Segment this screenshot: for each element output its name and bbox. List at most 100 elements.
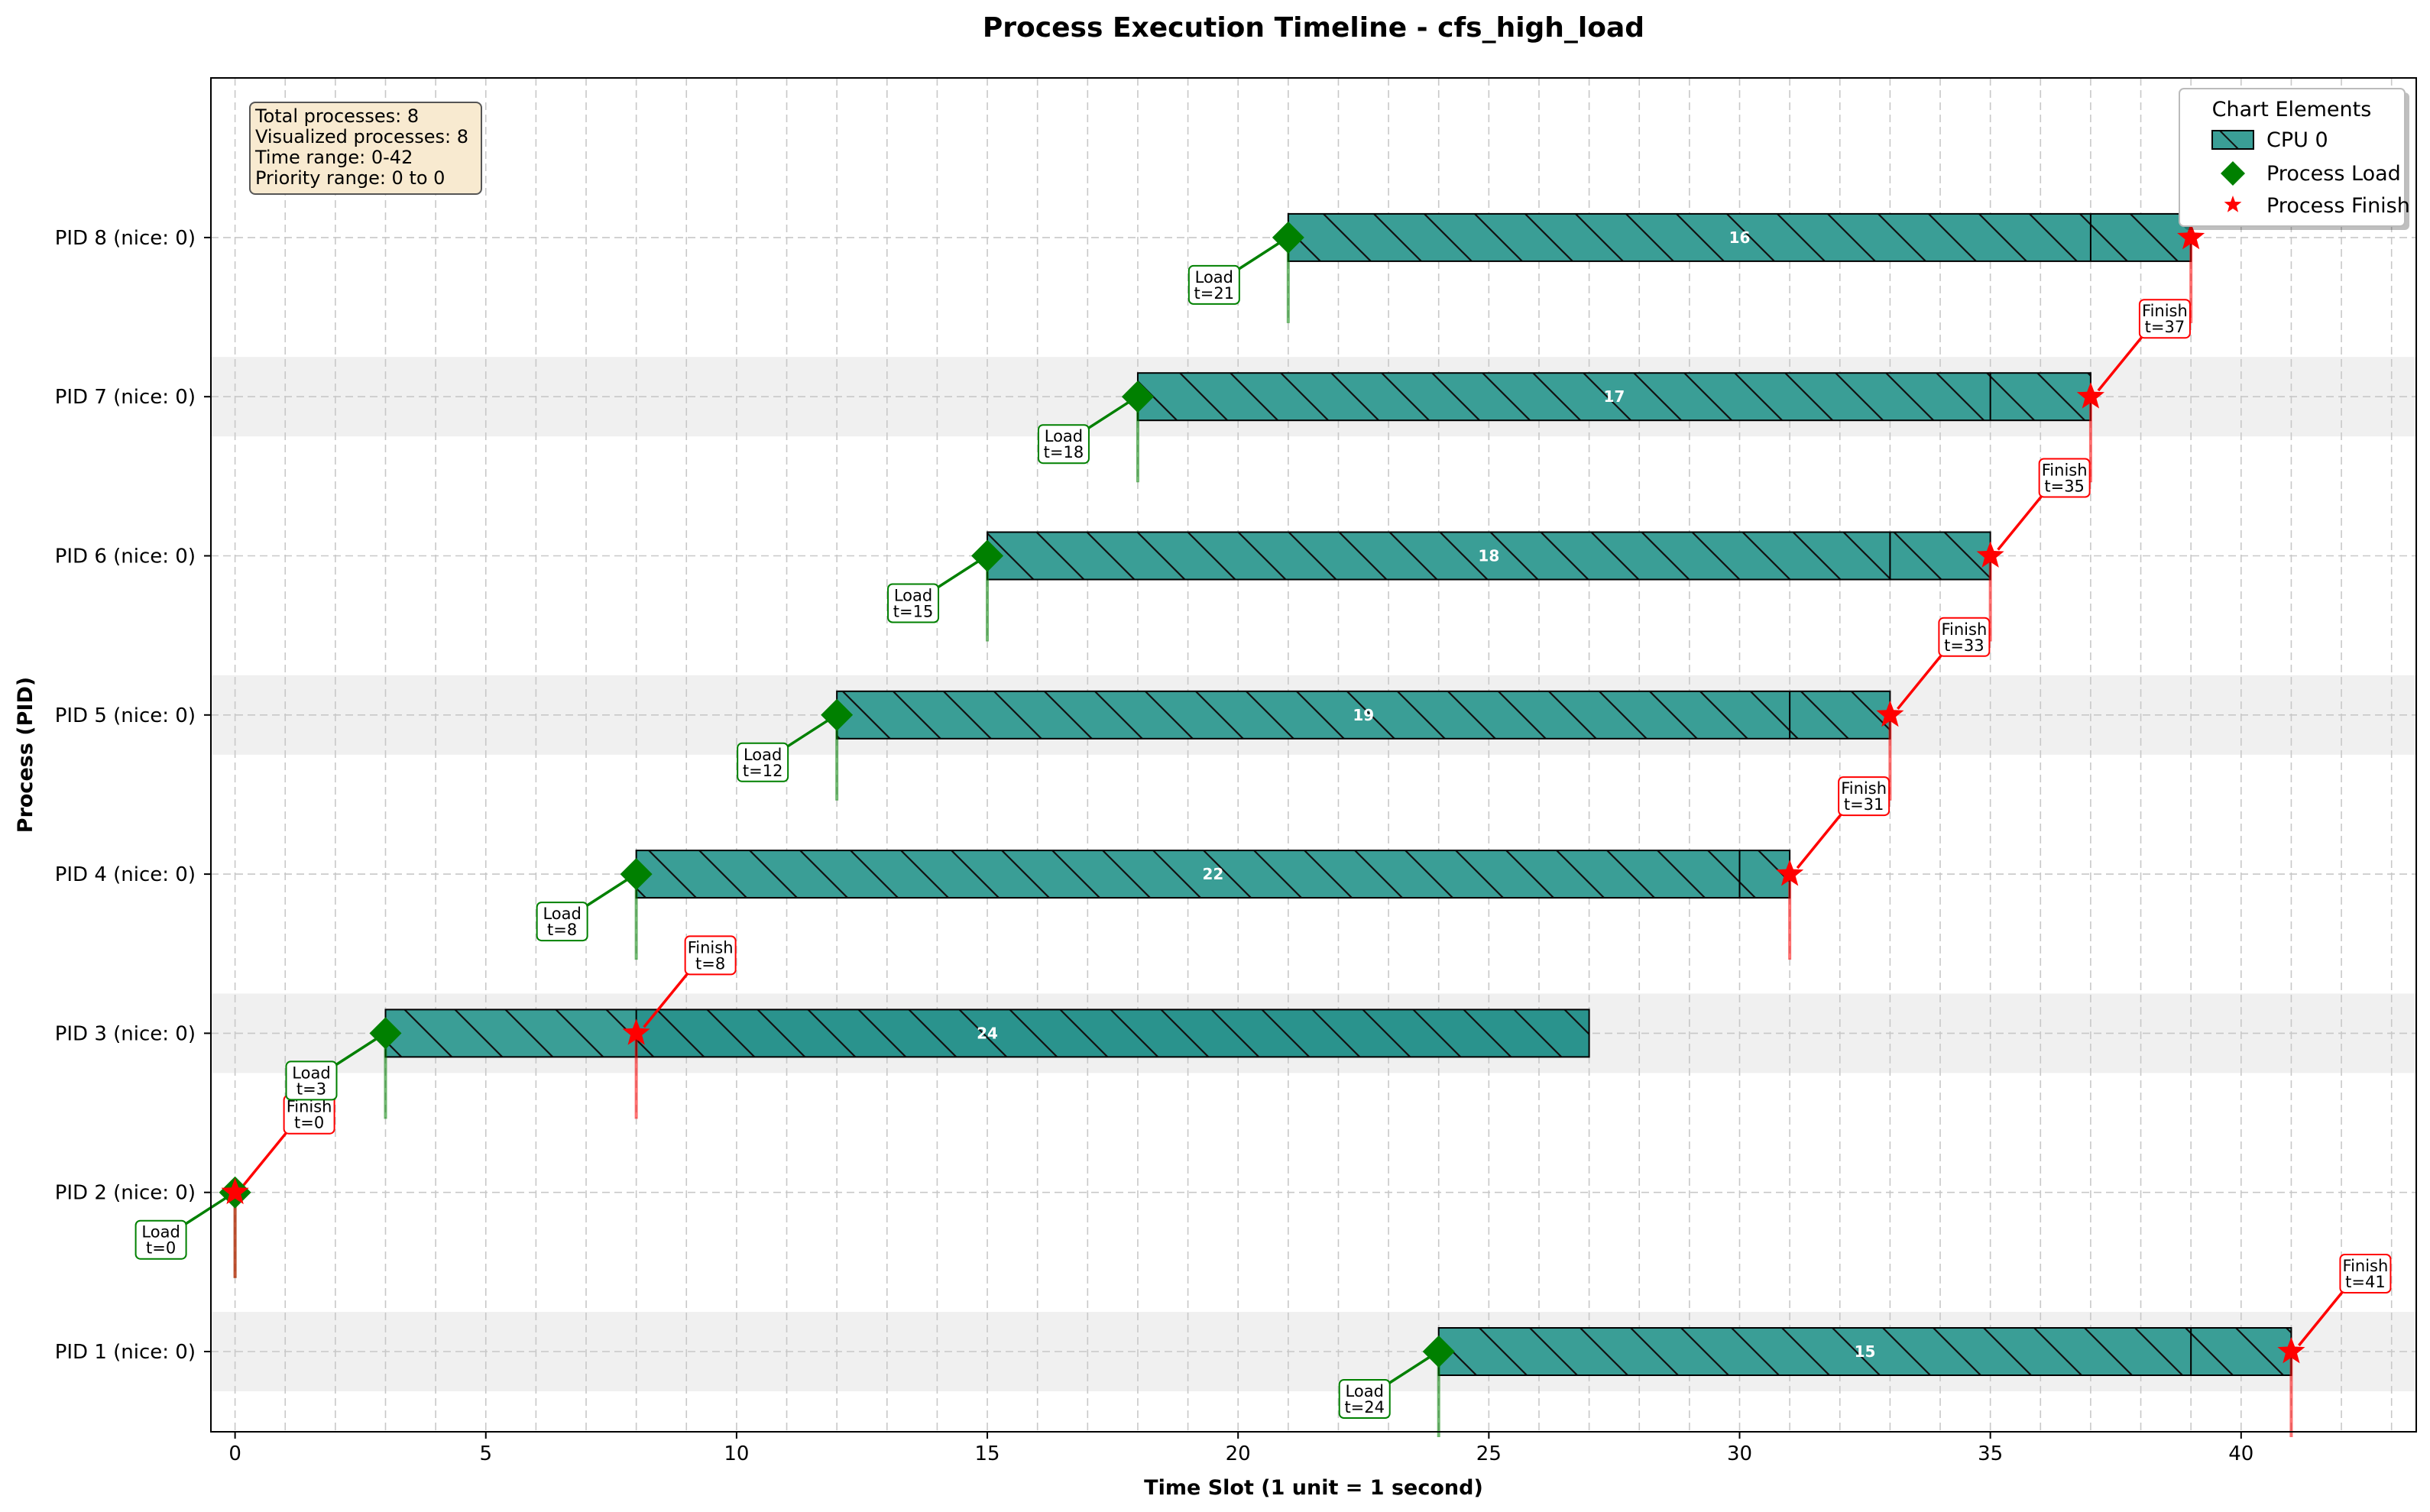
finish-annotation-text-line: t=41	[2345, 1273, 2386, 1291]
finish-marker	[2277, 1337, 2305, 1364]
load-annotation-text: Load t=12	[743, 746, 783, 780]
legend-title: Chart Elements	[2212, 98, 2372, 121]
finish-marker	[2076, 382, 2104, 409]
y-tick-label: PID 7 (nice: 0)	[55, 386, 196, 409]
finish-annotation-text: Finish t=35	[2042, 461, 2088, 496]
finish-annotation-text-line: t=31	[1844, 795, 1884, 814]
bar-hatch	[1438, 1328, 2292, 1375]
load-marker	[821, 698, 854, 731]
finish-annotation-text-line: Finish	[2343, 1257, 2389, 1275]
plot-frame	[210, 77, 2417, 1433]
process-bar-pid-3: 24	[384, 1009, 1590, 1058]
load-annotation-text-line: Load	[1195, 268, 1233, 287]
bar-label: 17	[1604, 387, 1625, 406]
load-marker	[971, 539, 1004, 572]
x-tick-label: 0	[228, 1442, 241, 1465]
load-marker	[1272, 221, 1304, 254]
finish-marker	[622, 1018, 650, 1045]
load-annotation-text-line: t=3	[296, 1080, 326, 1098]
load-annotation-text-line: t=0	[146, 1239, 176, 1258]
bar-label: 24	[977, 1024, 998, 1042]
legend-background	[2179, 88, 2406, 227]
load-annotation-text-line: t=8	[547, 921, 577, 939]
load-marker	[369, 1017, 402, 1050]
load-arrow	[332, 1036, 379, 1068]
process-bar-pid-1: 15	[1437, 1327, 2292, 1376]
legend-star-icon	[2224, 196, 2242, 212]
bar-hatch	[385, 1009, 1589, 1057]
load-annotation-text: Load t=18	[1044, 427, 1084, 461]
finish-annotation-text-line: Finish	[2142, 302, 2188, 320]
bar-hatch	[1288, 213, 2192, 261]
finish-annotation-text: Finish t=41	[2343, 1257, 2389, 1291]
process-bar-pid-4: 22	[635, 850, 1791, 899]
bar-hatch	[636, 850, 1790, 898]
info-line: Visualized processes: 8	[255, 126, 468, 147]
load-marker	[1422, 1336, 1455, 1368]
load-annotation-text-line: Load	[1346, 1382, 1384, 1400]
load-annotation-text-line: Load	[744, 746, 782, 764]
load-arrow	[934, 559, 980, 591]
finish-arrow	[2298, 1290, 2344, 1347]
process-bar-pid-8: 16	[1287, 212, 2192, 262]
legend-swatch-hatch	[2219, 130, 2239, 150]
bar-label: 16	[1729, 228, 1751, 247]
finish-arrow	[1796, 813, 1842, 869]
load-annotation-box	[285, 1060, 338, 1101]
load-annotation-box	[887, 583, 940, 623]
finish-annotation-text-line: Finish	[287, 1098, 332, 1116]
load-annotation-text: Load t=8	[543, 905, 581, 939]
load-annotation-text: Load t=15	[893, 587, 934, 621]
load-arrow	[1385, 1355, 1432, 1387]
load-annotation-box	[737, 742, 789, 782]
process-events-pid-6: Load t=15 Finish t=35	[887, 458, 2091, 642]
chart-title: Process Execution Timeline - cfs_high_lo…	[983, 12, 1644, 44]
y-tick-label: PID 4 (nice: 0)	[55, 863, 196, 886]
load-annotation-text-line: t=24	[1344, 1398, 1385, 1416]
x-axis-ticks: 0 5 10 15 20 25 30 35 40	[228, 1432, 2253, 1465]
finish-annotation-text: Finish t=31	[1841, 779, 1887, 814]
process-bar-pid-5: 19	[836, 690, 1891, 740]
bar-label: 18	[1478, 547, 1499, 565]
finish-marker	[1976, 541, 2004, 568]
legend-swatch-outline	[2211, 130, 2254, 150]
finish-arrow	[241, 1132, 287, 1187]
x-tick-label: 15	[975, 1442, 1000, 1465]
info-box-background	[249, 102, 482, 195]
finish-annotation-text-line: Finish	[688, 938, 734, 957]
finish-annotation-text: Finish t=0	[287, 1098, 332, 1132]
legend-swatch-cpu	[2212, 131, 2253, 149]
finish-marker	[1876, 700, 1904, 727]
process-bar-pid-6: 18	[987, 531, 1991, 581]
load-annotation-text-line: Load	[141, 1223, 180, 1242]
finish-annotation-text-line: t=8	[695, 954, 725, 973]
load-arrow	[181, 1196, 228, 1228]
legend-item-label: Process Load	[2266, 162, 2401, 186]
load-annotation-box	[1187, 264, 1240, 305]
load-annotation-box	[134, 1219, 187, 1260]
finish-annotation-text: Finish t=33	[1941, 620, 1987, 655]
finish-annotation-text-line: Finish	[2042, 461, 2088, 480]
load-annotation-text-line: Load	[292, 1064, 330, 1082]
y-axis-ticks: PID 1 (nice: 0) PID 2 (nice: 0) PID 3 (nic…	[55, 227, 211, 1364]
load-annotation-box	[1037, 424, 1090, 465]
finish-annotation-text-line: t=37	[2145, 318, 2185, 336]
load-marker	[1121, 380, 1154, 413]
load-annotation-text-line: t=12	[743, 762, 783, 780]
load-annotation-text-line: Load	[894, 587, 932, 605]
y-tick-label: PID 3 (nice: 0)	[55, 1022, 196, 1045]
y-tick-label: PID 6 (nice: 0)	[55, 546, 196, 568]
finish-marker	[2177, 222, 2205, 250]
y-tick-label: PID 5 (nice: 0)	[55, 704, 196, 727]
legend-diamond-icon	[2221, 161, 2245, 186]
load-annotation-text: Load t=24	[1344, 1382, 1385, 1416]
process-bars: 15 24 22 19 18 17 16	[384, 212, 2292, 1376]
finish-arrow	[1897, 654, 1942, 710]
bar-hatch	[837, 691, 1891, 739]
